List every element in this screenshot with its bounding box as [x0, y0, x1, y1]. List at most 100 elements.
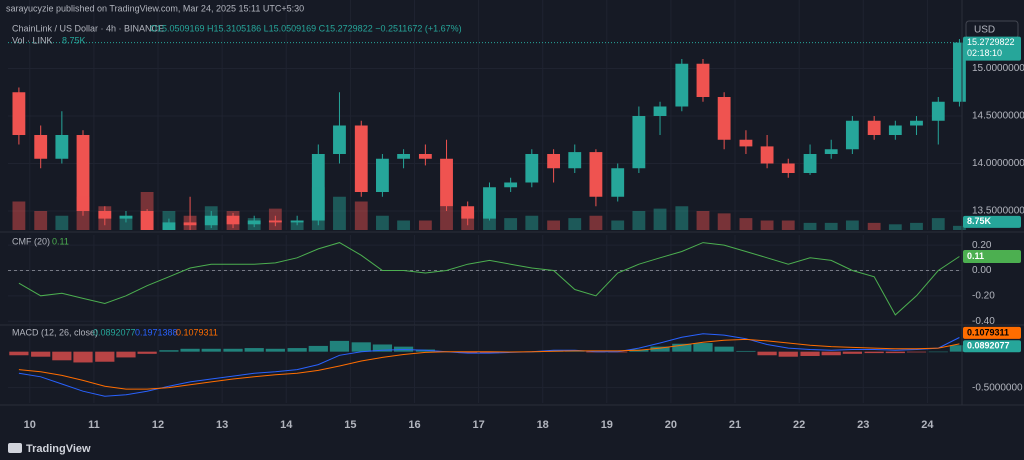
candle-body — [76, 135, 90, 211]
volume-bar — [525, 215, 539, 230]
volume-bar — [119, 215, 133, 230]
x-tick-label: 11 — [88, 419, 100, 431]
volume-bar — [34, 211, 48, 230]
macd-histogram-bar — [650, 346, 670, 352]
volume-bar — [76, 196, 90, 230]
candle-body — [589, 152, 603, 197]
macd-histogram-bar — [73, 351, 93, 363]
volume-bar — [568, 218, 582, 230]
macd-histogram-bar — [95, 351, 115, 362]
candle-body — [268, 220, 282, 223]
published-note: sarayucyzie published on TradingView.com… — [6, 3, 304, 13]
candle-body — [845, 120, 859, 150]
x-tick-label: 20 — [665, 419, 677, 431]
candle-body — [98, 211, 112, 219]
x-tick-label: 21 — [729, 419, 741, 431]
candle-body — [760, 146, 774, 164]
candle-body — [183, 222, 197, 226]
macd-histogram-bar — [821, 351, 841, 356]
macd-histogram-bar — [458, 351, 478, 354]
x-tick-label: 13 — [216, 419, 228, 431]
x-tick-label: 15 — [344, 419, 356, 431]
macd-histogram-bar — [693, 343, 713, 352]
macd-hist-badge-bg — [963, 340, 1021, 353]
countdown: 02:18:10 — [967, 48, 1002, 58]
macd-histogram-bar — [757, 351, 777, 356]
x-tick-label: 24 — [921, 419, 934, 431]
volume-bar — [247, 218, 261, 230]
candle-body — [675, 63, 689, 107]
candle-body — [483, 187, 496, 219]
footer-brand: TradingView — [26, 443, 91, 455]
x-tick-label: 14 — [280, 419, 293, 431]
volume-bar — [589, 215, 603, 230]
price-badge: 15.2729822 — [967, 37, 1015, 47]
candle-body — [55, 135, 69, 159]
candle-body — [140, 211, 154, 230]
macd-line — [18, 333, 960, 397]
macd-histogram-bar — [116, 351, 136, 358]
y-tick-label: -0.5000000 — [972, 382, 1023, 393]
macd-histogram-bar — [308, 345, 328, 352]
volume-bar — [333, 196, 346, 230]
volume-badge-bg — [963, 215, 1021, 228]
y-tick-label: 14.0000000 — [972, 158, 1024, 169]
ohlc: O15.0509169 H15.3105186 L15.0509169 C15.… — [150, 23, 462, 33]
candle-body — [204, 215, 218, 226]
volume-bar — [739, 218, 753, 230]
volume-bar — [226, 211, 240, 230]
candle-body — [119, 215, 133, 219]
volume-bar — [675, 206, 689, 230]
volume-bar — [183, 215, 197, 230]
logo-icon — [8, 443, 22, 453]
candle-body — [739, 139, 753, 147]
macd-histogram-bar — [329, 340, 350, 352]
y-tick-label: 13.5000000 — [972, 206, 1024, 217]
candle-body — [632, 116, 646, 169]
candle-body — [34, 135, 48, 159]
currency[interactable]: USD — [974, 25, 995, 36]
macd-histogram-bar — [351, 342, 371, 352]
volume-value: 8.75K — [62, 35, 86, 45]
symbol: ChainLink / US Dollar · 4h · BINANCE — [12, 23, 164, 33]
volume-bar — [867, 222, 881, 230]
candle-body — [568, 152, 582, 169]
volume-title: Vol · LINK — [12, 35, 53, 45]
footer-logo: TradingView — [8, 443, 91, 455]
macd-histogram-bar — [672, 343, 692, 352]
candle-body — [376, 158, 389, 192]
candle-body — [824, 149, 838, 154]
volume-bar — [268, 208, 282, 230]
x-tick-label: 18 — [537, 419, 549, 431]
macd-line-value: 0.1971388 — [135, 327, 178, 337]
y-tick-label: -0.20 — [972, 290, 995, 301]
candle-body — [504, 182, 518, 188]
cmf-line — [18, 242, 960, 316]
candle-body — [333, 125, 346, 154]
volume-bar — [397, 220, 410, 230]
price-badge-bg — [963, 36, 1021, 61]
x-tick-label: 22 — [793, 419, 805, 431]
macd-signal-value: 0.1079311 — [176, 327, 218, 337]
macd-signal-badge: 0.1079311 — [967, 327, 1009, 337]
volume-bar — [803, 222, 817, 230]
volume-bar — [140, 192, 154, 230]
x-tick-label: 17 — [472, 419, 484, 431]
volume-badge: 8.75K — [967, 216, 992, 226]
volume-bar — [632, 211, 646, 230]
candle-body — [547, 154, 561, 169]
volume-bar — [98, 206, 112, 230]
macd-histogram-bar — [287, 348, 307, 352]
macd-histogram-bar — [479, 351, 500, 354]
candle-body — [611, 168, 625, 197]
y-tick-label: 0.20 — [972, 240, 992, 251]
volume-bar — [483, 213, 496, 230]
macd-histogram-bar — [31, 351, 51, 357]
volume-bar — [611, 220, 625, 230]
volume-bar — [461, 211, 475, 230]
volume-bar — [418, 220, 432, 230]
volume-bar — [55, 215, 69, 230]
macd-histogram-bar — [159, 350, 179, 352]
volume-bar — [931, 218, 945, 230]
